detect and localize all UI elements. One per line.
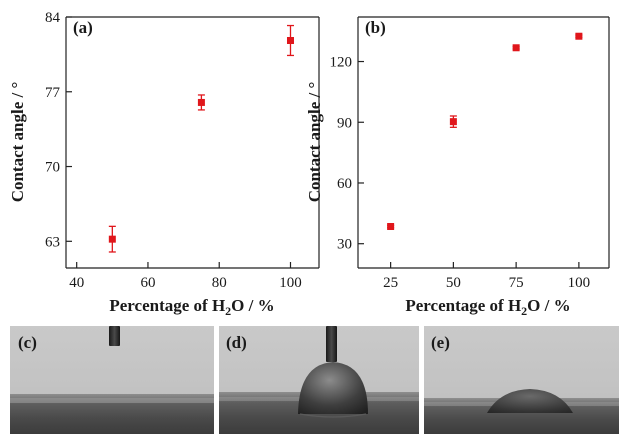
chart-b-data-point (512, 44, 520, 52)
chart-a-ytick-label: 77 (45, 85, 61, 101)
photo-c: (c) (10, 326, 214, 434)
chart-a-xtick-label: 100 (279, 275, 302, 291)
chart-b-panel-label: (b) (365, 18, 386, 37)
chart-a-xtick-label: 80 (212, 275, 227, 291)
chart-b-ytick-label: 30 (337, 237, 352, 253)
photo-c-label: (c) (18, 333, 37, 352)
chart-a-ytick-label: 70 (45, 160, 60, 176)
chart-b-xtick-label: 25 (383, 275, 398, 291)
chart-a: (a) 63 70 77 84 40 60 80 100 Contact angle / °… (8, 10, 320, 318)
chart-b-xtick-label: 75 (509, 275, 524, 291)
chart-a-xtick-label: 40 (69, 275, 84, 291)
chart-b-ytick-label: 60 (337, 176, 352, 192)
photo-c-needle (109, 326, 120, 346)
chart-a-data-point (286, 36, 294, 44)
chart-a-data-point (197, 98, 205, 106)
chart-a-ytick-label: 63 (45, 234, 60, 250)
photo-e-droplet (487, 389, 573, 413)
photo-d-droplet (298, 362, 368, 414)
photo-d-droplet-reflection (299, 413, 367, 418)
chart-b: (b) 30 60 90 120 25 50 75 100 Contact angle / … (305, 16, 610, 318)
chart-b-ytick-label: 120 (330, 55, 353, 71)
chart-b-ytick-label: 90 (337, 115, 352, 131)
chart-b-xtick-label: 100 (568, 275, 591, 291)
photo-d-needle (326, 326, 337, 362)
photo-c-reflection-band (10, 398, 214, 403)
photo-d-label: (d) (226, 333, 247, 352)
chart-b-data-point (575, 32, 583, 40)
photo-d: (d) (219, 326, 419, 434)
chart-b-xtick-label: 50 (446, 275, 461, 291)
chart-a-xlabel: Percentage of H2O / % (109, 296, 274, 318)
chart-a-ylabel: Contact angle / ° (8, 82, 27, 203)
photo-e: (e) (424, 326, 619, 434)
chart-a-xtick-label: 60 (140, 275, 155, 291)
chart-b-data-point (387, 223, 395, 231)
chart-b-data-point (449, 118, 457, 126)
photo-e-label: (e) (431, 333, 450, 352)
chart-a-ytick-label: 84 (45, 10, 61, 26)
chart-b-ylabel: Contact angle / ° (305, 82, 324, 203)
chart-b-xlabel: Percentage of H2O / % (405, 296, 570, 318)
chart-a-data-point (108, 235, 116, 243)
chart-a-panel-label: (a) (73, 18, 93, 37)
